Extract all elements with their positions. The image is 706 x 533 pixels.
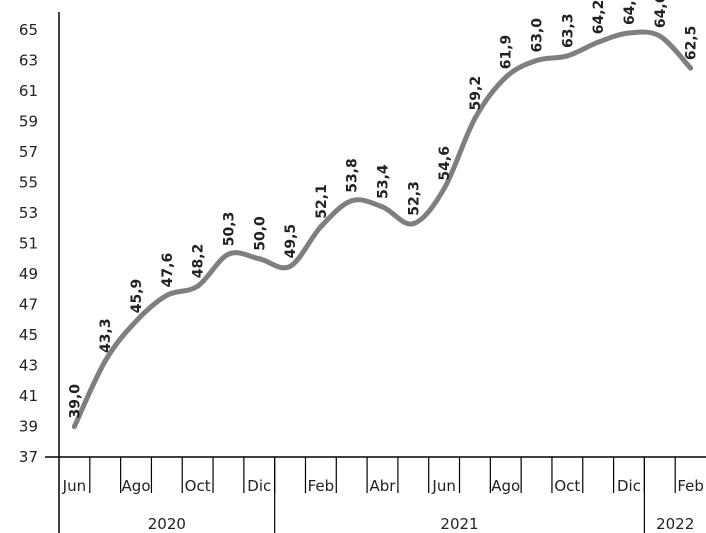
data-point [71,424,77,429]
data-label: 52,3 [406,181,422,216]
data-point [102,358,108,364]
y-tick-label: 41 [19,387,38,405]
data-label: 50,3 [221,212,237,247]
data-label: 53,8 [345,158,361,193]
data-point [164,292,170,298]
data-point [534,58,540,63]
data-point [287,263,293,269]
data-label: 61,9 [499,35,515,70]
y-tick-label: 57 [19,143,38,161]
x-tick-label: Dic [617,477,641,495]
data-label: 54,6 [437,146,453,181]
x-tick-label: Dic [247,477,271,495]
x-tick-label: Ago [491,477,520,495]
data-point [195,283,201,289]
data-point [626,30,632,36]
x-tick-label: Ago [122,477,151,495]
data-point [256,256,262,262]
data-label: 53,4 [376,164,392,199]
year-label: 2022 [656,515,694,533]
y-tick-label: 63 [19,52,38,70]
data-label: 62,5 [684,26,700,61]
y-tick-label: 39 [19,418,38,436]
plot-area [71,29,694,429]
x-tick-label: Abr [370,477,397,495]
data-point [318,224,324,230]
data-label: 43,3 [98,318,114,353]
y-tick-label: 55 [19,174,38,192]
year-label: 2021 [440,515,478,533]
data-label: 39,0 [67,384,83,419]
data-label: 64,8 [622,0,638,25]
data-point [133,318,139,324]
y-tick-label: 51 [19,235,38,253]
axes [45,12,706,533]
y-tick-label: 45 [19,326,38,344]
data-label: 52,1 [314,184,330,219]
data-point [688,65,694,71]
year-group-labels: 2020 2021 2022 [148,515,695,533]
data-point [595,39,601,45]
data-label: 50,0 [252,216,268,251]
data-label: 63,3 [560,13,576,48]
y-tick-label: 43 [19,357,38,375]
data-label: 63,0 [530,18,546,53]
y-tick-label: 49 [19,265,38,283]
x-tick-label: Feb [677,477,704,495]
data-label: 47,6 [160,253,176,288]
y-tick-label: 53 [19,204,38,222]
data-point [380,204,385,210]
x-tick-label: Oct [554,477,580,495]
y-tick-label: 47 [19,296,38,314]
series-line [71,29,694,429]
y-tick-label: 61 [19,82,38,100]
data-point [410,221,416,227]
data-label: 64,6 [653,0,669,28]
data-point [564,53,570,59]
data-label: 59,2 [468,76,484,111]
data-label: 48,2 [191,244,207,279]
x-tick-label: Oct [185,477,211,495]
y-tick-label: 65 [19,21,38,39]
data-labels: 39,0 43,3 45,9 47,6 48,2 50,3 50,0 49,5 52,1 53,8… [67,0,699,419]
x-tick-label: Jun [62,477,86,495]
data-label: 64,2 [591,0,607,34]
x-axis-tick-labels: Jun Ago Oct Dic Feb Abr Jun Ago Oct Dic Feb [62,477,704,495]
x-tick-label: Feb [308,477,335,495]
data-label: 49,5 [283,224,299,259]
y-axis-tick-labels: 37 39 41 43 45 47 49 51 53 55 57 59 61 63 65 [19,21,38,466]
y-tick-label: 37 [19,448,38,466]
data-point [472,115,478,121]
data-point [349,198,355,204]
data-label: 45,9 [129,279,145,314]
y-tick-label: 59 [19,113,38,131]
year-label: 2020 [148,515,186,533]
data-point [503,74,509,80]
data-point [441,186,447,192]
data-point [225,251,231,257]
data-point [657,33,663,39]
x-tick-label: Jun [431,477,455,495]
